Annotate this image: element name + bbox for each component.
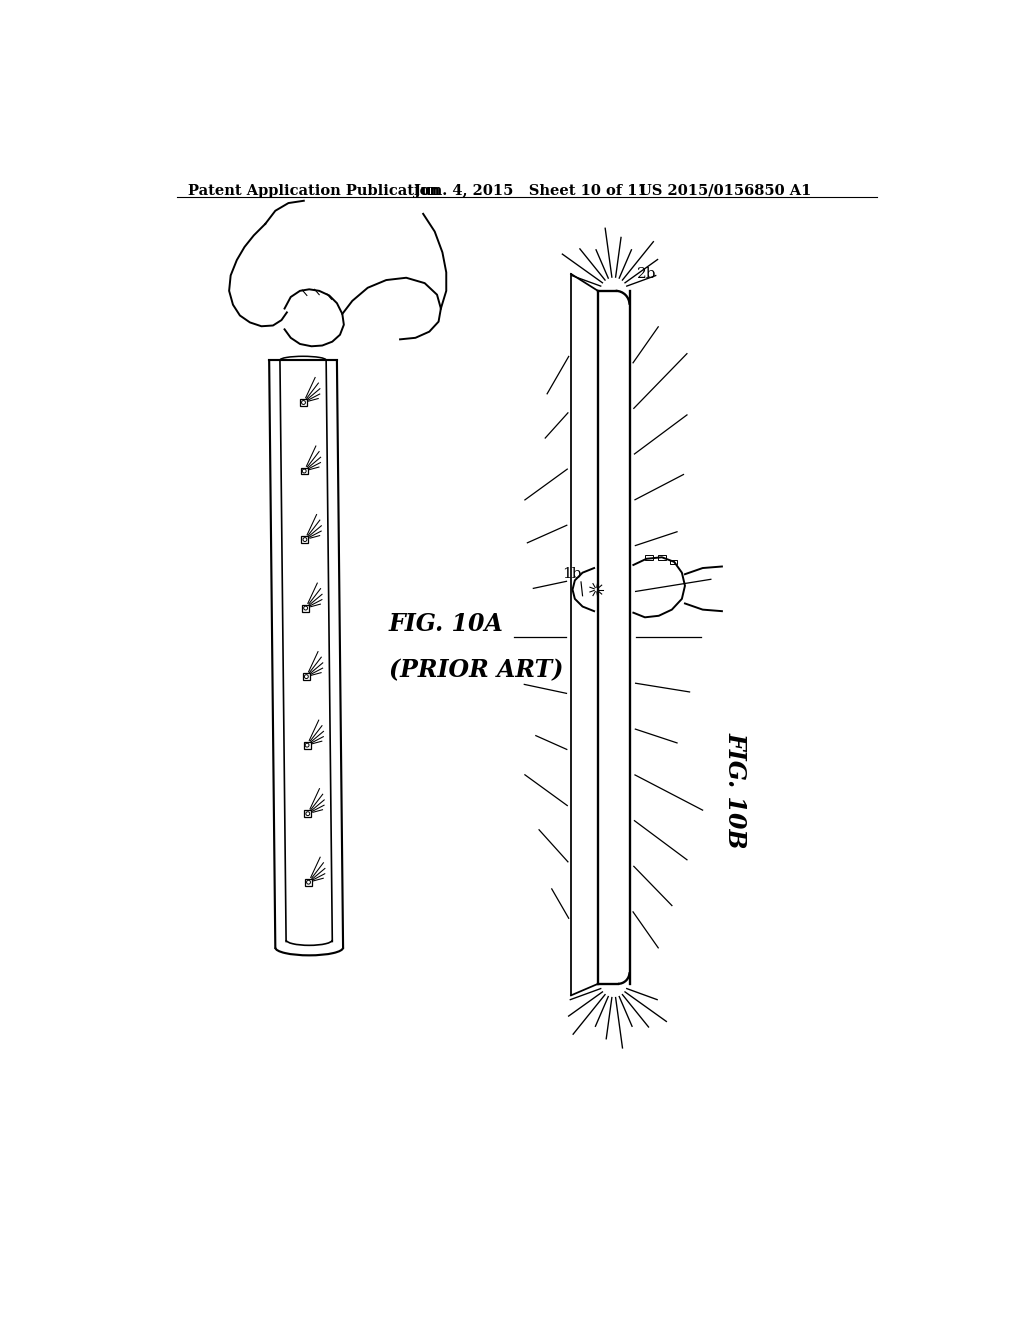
Text: Jun. 4, 2015   Sheet 10 of 11: Jun. 4, 2015 Sheet 10 of 11 bbox=[414, 183, 647, 198]
Bar bbox=[303, 673, 310, 680]
Bar bbox=[300, 399, 307, 407]
Text: Patent Application Publication: Patent Application Publication bbox=[188, 183, 440, 198]
Bar bbox=[302, 605, 309, 611]
Text: FIG. 10B: FIG. 10B bbox=[724, 731, 748, 847]
Bar bbox=[303, 742, 310, 748]
Text: FIG. 10A: FIG. 10A bbox=[388, 612, 504, 636]
Bar bbox=[305, 879, 312, 886]
Bar bbox=[301, 467, 307, 474]
Text: US 2015/0156850 A1: US 2015/0156850 A1 bbox=[639, 183, 811, 198]
Bar bbox=[658, 554, 666, 560]
Text: (PRIOR ART): (PRIOR ART) bbox=[388, 659, 563, 682]
Bar bbox=[304, 810, 311, 817]
Bar bbox=[645, 554, 652, 560]
Text: 1b: 1b bbox=[562, 568, 582, 581]
Bar bbox=[301, 536, 308, 543]
Text: 2b: 2b bbox=[637, 267, 656, 281]
Bar bbox=[670, 560, 677, 564]
